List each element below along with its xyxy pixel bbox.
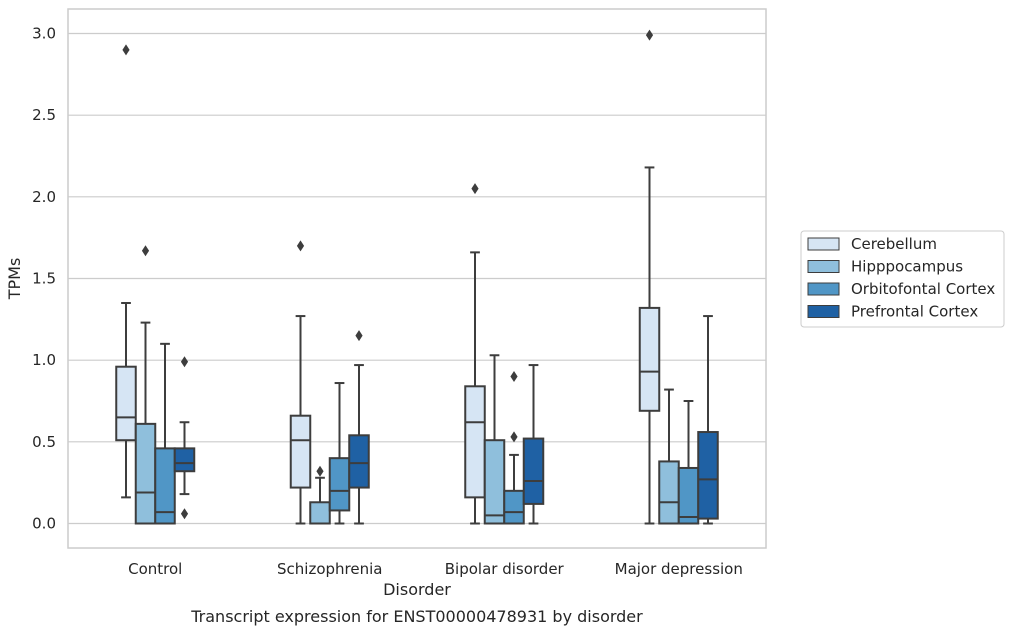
y-tick-label: 3.0	[32, 25, 56, 43]
legend-swatch	[807, 237, 840, 251]
outlier-point	[645, 29, 654, 41]
box-iqr	[348, 434, 370, 489]
box-prefrontal-cortex	[348, 330, 370, 525]
box-cerebellum	[464, 183, 486, 525]
outlier-point	[355, 330, 363, 342]
box-iqr	[522, 437, 545, 505]
outlier-point	[510, 371, 518, 382]
box-iqr	[483, 439, 506, 525]
y-tick-label: 0.0	[32, 515, 56, 533]
box-hipppocampus	[134, 245, 157, 525]
box-iqr	[503, 489, 525, 525]
box-iqr	[464, 385, 486, 499]
y-axis-label: TPMs	[5, 258, 24, 301]
outlier-point	[510, 431, 518, 443]
x-axis-label: Disorder	[383, 580, 451, 599]
x-tick-label: Major depression	[615, 560, 743, 578]
box-iqr	[173, 447, 196, 473]
box-prefrontal-cortex	[173, 356, 196, 520]
box-iqr	[134, 422, 157, 525]
box-plot-marks	[115, 29, 719, 525]
y-axis-ticks: 0.0 0.5 1.0 1.5 2.0 2.5 3.0	[32, 25, 56, 533]
legend-label: Orbitofontal Cortex	[851, 280, 995, 298]
legend-label: Hipppocampus	[851, 258, 963, 276]
box-iqr	[115, 365, 137, 442]
legend-label: Prefrontal Cortex	[851, 303, 978, 321]
box-hipppocampus	[483, 354, 506, 525]
box-hipppocampus	[309, 465, 331, 525]
box-orbitofontal-cortex	[154, 342, 176, 525]
plot-frame	[67, 8, 767, 549]
y-tick-label: 1.5	[32, 270, 56, 288]
box-prefrontal-cortex	[697, 315, 719, 525]
box-iqr	[658, 460, 680, 525]
legend-label: Cerebellum	[851, 235, 937, 253]
box-iqr	[638, 306, 661, 412]
legend-swatch	[807, 305, 840, 318]
outlier-point	[471, 183, 479, 195]
box-cerebellum	[115, 44, 137, 499]
box-iqr	[697, 431, 719, 520]
legend-swatch	[807, 260, 840, 273]
outlier-point	[141, 245, 150, 257]
legend: Cerebellum Hipppocampus Orbitofontal Corte…	[800, 230, 1005, 328]
x-tick-label: Schizophrenia	[277, 560, 382, 578]
box-iqr	[154, 447, 176, 525]
box-cerebellum	[289, 240, 312, 525]
legend-swatch	[807, 282, 840, 296]
x-axis-ticks: Control Schizophrenia Bipolar disorder Majo…	[128, 560, 743, 578]
x-tick-label: Bipolar disorder	[445, 560, 565, 578]
x-tick-label: Control	[128, 560, 182, 578]
box-orbitofontal-cortex	[677, 400, 700, 525]
y-tick-label: 2.0	[32, 188, 56, 206]
outlier-point	[316, 465, 324, 477]
legend-frame	[800, 230, 1005, 328]
box-orbitofontal-cortex	[503, 371, 525, 525]
box-iqr	[677, 466, 700, 525]
box-orbitofontal-cortex	[328, 382, 351, 525]
box-hipppocampus	[658, 388, 680, 525]
box-cerebellum	[638, 29, 661, 525]
box-iqr	[328, 457, 351, 512]
outlier-point	[180, 508, 189, 520]
outlier-point	[296, 240, 305, 252]
outlier-point	[180, 356, 189, 368]
box-iqr	[309, 501, 331, 525]
box-iqr	[289, 414, 312, 489]
y-tick-label: 1.0	[32, 351, 56, 369]
box-prefrontal-cortex	[522, 364, 545, 525]
chart-caption: Transcript expression for ENST0000047893…	[190, 607, 643, 626]
outlier-point	[122, 44, 130, 56]
y-tick-label: 2.5	[32, 106, 56, 124]
y-tick-label: 0.5	[32, 433, 56, 451]
